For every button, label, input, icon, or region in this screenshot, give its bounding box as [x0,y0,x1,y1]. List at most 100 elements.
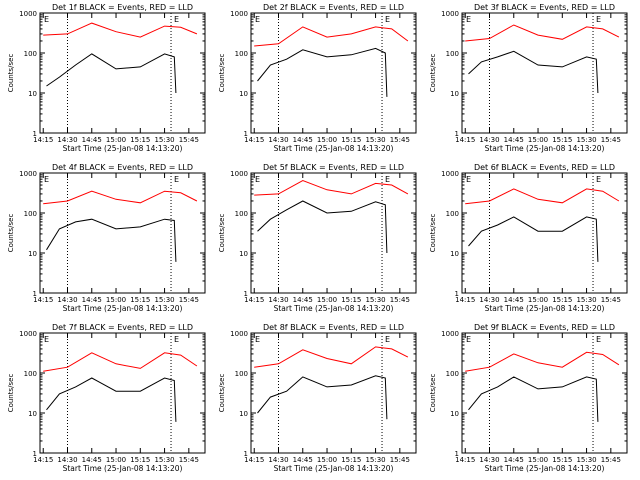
y-tick-label: 10 [450,250,459,258]
y-tick-label: 10 [28,90,37,98]
x-axis-label: Start Time (25-Jan-08 14:13:20) [274,304,394,313]
events-series-line [468,376,599,422]
e-marker-label: E [44,175,49,184]
chart-title: Det 9f BLACK = Events, RED = LLD [474,323,615,332]
e-marker-label: E [466,15,471,24]
y-axis-label: Counts/sec [218,214,226,253]
e-marker-label: E [44,335,49,344]
plot-frame [39,172,206,294]
y-tick-label: 1 [33,130,37,138]
y-tick-label: 1 [244,290,248,298]
x-tick-label: 14:45 [504,456,524,464]
y-tick-label: 100 [235,50,248,58]
x-tick-label: 15:45 [601,296,621,304]
x-axis-label: Start Time (25-Jan-08 14:13:20) [63,304,183,313]
x-tick-label: 15:30 [576,136,596,144]
y-tick-label: 1 [33,290,37,298]
x-tick-label: 15:00 [528,136,548,144]
y-tick-label: 1 [33,450,37,458]
plot-frame [461,332,628,454]
y-axis-label: Counts/sec [7,374,15,413]
chart-title: Det 8f BLACK = Events, RED = LLD [263,323,404,332]
x-tick-label: 15:30 [365,456,385,464]
x-tick-label: 15:15 [130,136,150,144]
x-tick-label: 14:15 [455,136,475,144]
panel-5: Det 5f BLACK = Events, RED = LLD Counts/s… [218,163,417,313]
lld-series-line [465,24,620,42]
plot-frame [250,332,417,454]
e-marker-label: E [385,335,390,344]
panel-8: Det 8f BLACK = Events, RED = LLD Counts/s… [218,323,417,473]
lld-series-line [43,352,198,372]
lld-series-line [465,188,620,205]
x-axis-label: Start Time (25-Jan-08 14:13:20) [274,464,394,473]
e-marker-label: E [385,175,390,184]
x-tick-label: 14:15 [455,456,475,464]
x-tick-label: 14:30 [57,296,77,304]
y-tick-label: 1000 [441,10,459,18]
y-axis-label: Counts/sec [429,54,437,93]
lld-series-line [254,179,409,196]
chart-title: Det 5f BLACK = Events, RED = LLD [263,163,404,172]
x-tick-label: 15:45 [179,136,199,144]
x-tick-label: 15:45 [601,136,621,144]
y-tick-label: 100 [446,370,459,378]
x-tick-label: 15:00 [317,296,337,304]
x-tick-label: 15:00 [317,136,337,144]
x-tick-label: 14:45 [82,456,102,464]
y-tick-label: 1000 [230,170,248,178]
x-tick-label: 15:45 [390,136,410,144]
x-tick-label: 14:15 [244,456,264,464]
y-tick-label: 100 [446,210,459,218]
plot-frame [39,332,206,454]
x-tick-label: 15:30 [154,136,174,144]
y-tick-label: 1 [455,130,459,138]
events-series-line [46,218,177,262]
y-tick-label: 1000 [441,330,459,338]
x-tick-label: 15:15 [552,296,572,304]
x-tick-label: 14:15 [455,296,475,304]
y-tick-label: 1 [455,450,459,458]
plot-frame [250,172,417,294]
x-tick-label: 15:00 [317,456,337,464]
events-series-line [257,200,388,254]
panel-3: Det 3f BLACK = Events, RED = LLD Counts/s… [429,3,628,153]
plot-frame [461,12,628,134]
x-tick-label: 15:15 [341,456,361,464]
e-marker-label: E [596,175,601,184]
e-marker-label: E [44,15,49,24]
y-tick-label: 10 [450,410,459,418]
y-tick-label: 1000 [230,330,248,338]
e-marker-label: E [174,175,179,184]
x-axis-label: Start Time (25-Jan-08 14:13:20) [485,304,605,313]
e-marker-label: E [255,15,260,24]
plot-frame [39,12,206,134]
x-tick-label: 14:15 [33,456,53,464]
x-tick-label: 14:45 [293,136,313,144]
x-tick-label: 14:15 [244,296,264,304]
e-marker-label: E [174,335,179,344]
events-series-line [46,53,177,94]
y-tick-label: 10 [28,250,37,258]
y-tick-label: 1000 [441,170,459,178]
panel-4: Det 4f BLACK = Events, RED = LLD Counts/s… [7,163,206,313]
x-tick-label: 14:30 [479,456,499,464]
y-tick-label: 10 [239,410,248,418]
x-tick-label: 14:30 [268,136,288,144]
x-tick-label: 15:45 [390,456,410,464]
y-axis-label: Counts/sec [429,374,437,413]
x-axis-label: Start Time (25-Jan-08 14:13:20) [485,144,605,153]
y-tick-label: 1 [455,290,459,298]
y-axis-label: Counts/sec [218,374,226,413]
y-tick-label: 1 [244,130,248,138]
x-tick-label: 15:30 [154,456,174,464]
x-tick-label: 14:30 [268,456,288,464]
e-marker-label: E [596,335,601,344]
events-series-line [257,375,388,420]
x-tick-label: 14:45 [82,136,102,144]
chart-title: Det 6f BLACK = Events, RED = LLD [474,163,615,172]
e-marker-label: E [596,15,601,24]
y-tick-label: 100 [235,370,248,378]
x-tick-label: 14:30 [57,136,77,144]
